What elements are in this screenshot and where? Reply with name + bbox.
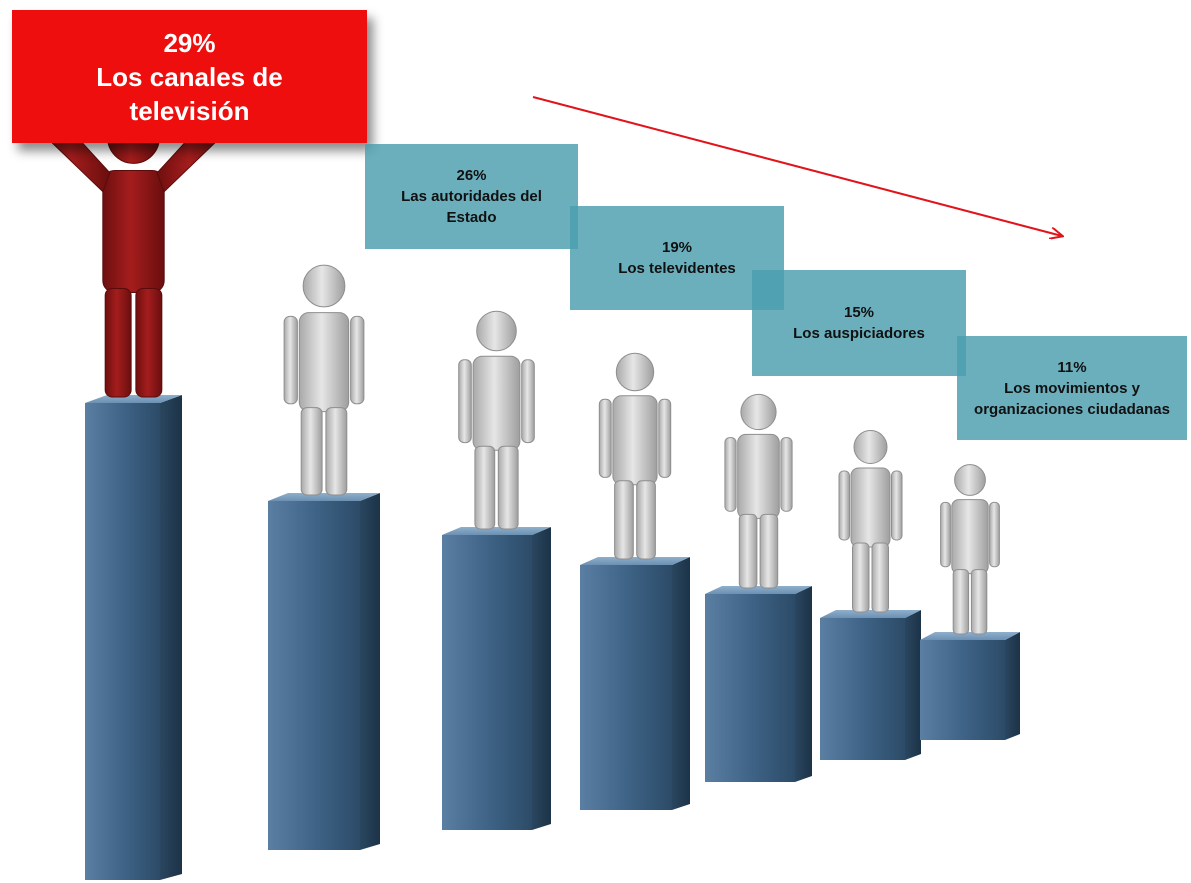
figure-gray-4 [598, 352, 672, 560]
pedestals-group [37, 110, 1020, 880]
pedestal-6 [820, 430, 921, 760]
trend-arrow [532, 96, 1062, 236]
label-3-line1: Los televidentes [618, 260, 736, 277]
label-box-4: 15% Los auspiciadores [752, 270, 966, 376]
figure-gray-5 [724, 393, 793, 589]
figure-gray-3 [458, 310, 535, 530]
label-5-percent: 11% [1057, 358, 1087, 376]
figure-gray-6 [838, 430, 903, 613]
label-4-percent: 15% [843, 304, 875, 321]
pedestal-4 [580, 352, 690, 810]
figure-gray-2 [283, 264, 365, 496]
label-box-2: 26% Las autoridades del Estado [365, 144, 578, 249]
figure-gray-7 [940, 464, 1000, 635]
label-5-line1: Los movimientos y [1004, 379, 1140, 397]
label-box-5: 11% Los movimientos y organizaciones ciu… [957, 336, 1187, 440]
label-box-3: 19% Los televidentes [570, 206, 784, 310]
label-2-line2: Estado [446, 209, 497, 226]
label-1-percent: 29% [163, 27, 216, 58]
pedestal-7 [920, 464, 1020, 740]
pedestal-1 [37, 110, 230, 880]
pedestal-5 [705, 393, 812, 782]
pedestal-2 [268, 264, 380, 850]
figure-red-arms-raised [37, 110, 230, 398]
label-5-line2: organizaciones ciudadanas [974, 400, 1170, 418]
pedestal-3 [442, 310, 551, 830]
label-4-line1: Los auspiciadores [793, 325, 925, 342]
label-box-1: 29% Los canales de televisión [12, 10, 367, 143]
label-1-line1: Los canales de [96, 61, 283, 92]
label-1-line2: televisión [129, 95, 250, 126]
label-3-percent: 19% [661, 239, 693, 256]
label-2-percent: 26% [456, 167, 487, 184]
label-2-line1: Las autoridades del [401, 188, 542, 205]
